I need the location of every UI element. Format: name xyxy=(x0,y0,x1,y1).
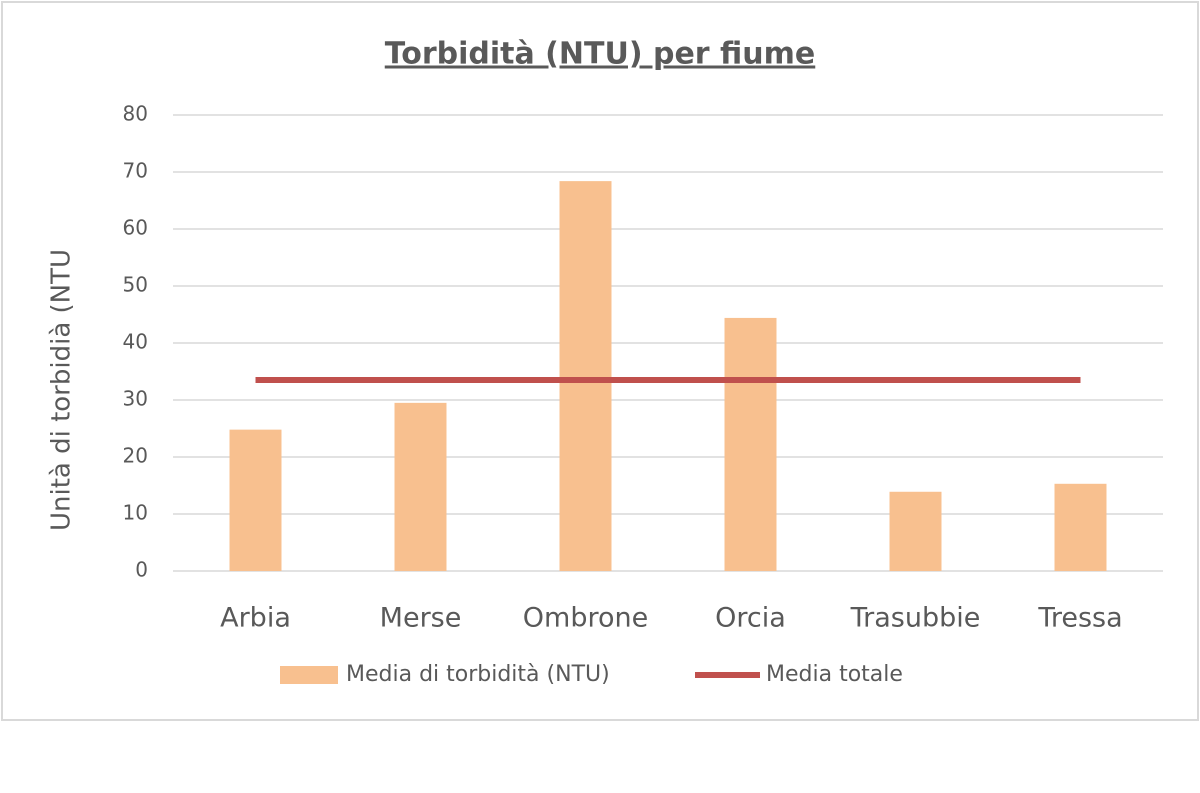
x-tick-label: Orcia xyxy=(715,603,786,634)
y-tick-label: 80 xyxy=(123,102,148,126)
x-tick-label: Ombrone xyxy=(523,603,648,634)
bar xyxy=(1054,483,1107,571)
y-tick-label: 20 xyxy=(123,444,148,468)
bar xyxy=(724,317,777,571)
y-tick-label: 70 xyxy=(123,159,148,183)
bar xyxy=(229,429,282,571)
x-tick-label: Trasubbie xyxy=(850,603,981,634)
x-tick-label: Arbia xyxy=(220,603,291,634)
bar xyxy=(394,402,447,571)
y-axis-label: Unità di torbidià (NTU xyxy=(47,249,77,531)
legend-swatch xyxy=(280,666,338,684)
y-tick-label: 40 xyxy=(123,330,148,354)
bar xyxy=(559,181,612,571)
y-tick-label: 30 xyxy=(123,387,148,411)
y-tick-label: 0 xyxy=(135,558,148,582)
x-tick-label: Tressa xyxy=(1037,603,1122,634)
y-tick-label: 50 xyxy=(123,273,148,297)
y-tick-label: 60 xyxy=(123,216,148,240)
y-tick-label: 10 xyxy=(123,501,148,525)
x-tick-label: Merse xyxy=(380,603,462,634)
bar xyxy=(889,491,942,571)
legend-label: Media di torbidità (NTU) xyxy=(346,662,610,687)
chart-title: Torbidità (NTU) per fiume xyxy=(385,37,816,72)
legend-label: Media totale xyxy=(766,662,903,687)
